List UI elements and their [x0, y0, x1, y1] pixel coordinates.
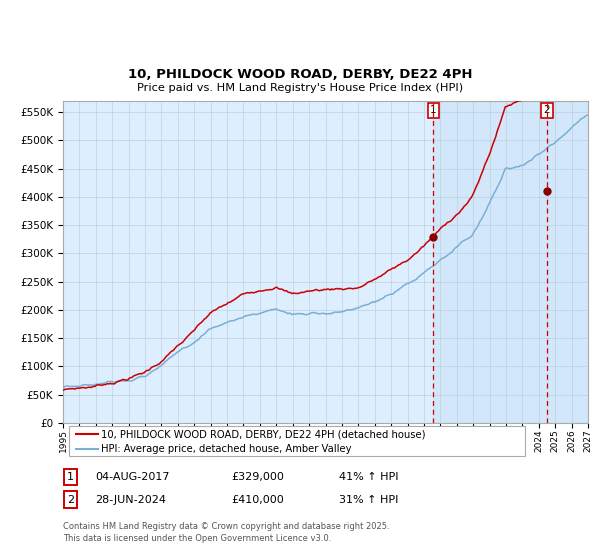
Text: Price paid vs. HM Land Registry's House Price Index (HPI): Price paid vs. HM Land Registry's House … [137, 83, 463, 93]
Text: 10, PHILDOCK WOOD ROAD, DERBY, DE22 4PH (detached house): 10, PHILDOCK WOOD ROAD, DERBY, DE22 4PH … [101, 429, 426, 439]
Text: 2: 2 [67, 494, 74, 505]
Text: 2: 2 [544, 105, 550, 115]
Text: 04-AUG-2017: 04-AUG-2017 [95, 472, 169, 482]
Bar [547, 101, 588, 423]
Bar [547, 101, 588, 423]
Text: 1: 1 [67, 472, 74, 482]
Text: 41% ↑ HPI: 41% ↑ HPI [339, 472, 398, 482]
Text: £410,000: £410,000 [231, 494, 284, 505]
Text: 31% ↑ HPI: 31% ↑ HPI [339, 494, 398, 505]
Bar [433, 101, 547, 423]
Text: HPI: Average price, detached house, Amber Valley: HPI: Average price, detached house, Ambe… [101, 444, 352, 454]
Text: Contains HM Land Registry data © Crown copyright and database right 2025.
This d: Contains HM Land Registry data © Crown c… [63, 522, 389, 543]
Text: 10, PHILDOCK WOOD ROAD, DERBY, DE22 4PH: 10, PHILDOCK WOOD ROAD, DERBY, DE22 4PH [128, 68, 472, 81]
Text: £329,000: £329,000 [231, 472, 284, 482]
Text: 28-JUN-2024: 28-JUN-2024 [95, 494, 166, 505]
Text: 1: 1 [430, 105, 437, 115]
